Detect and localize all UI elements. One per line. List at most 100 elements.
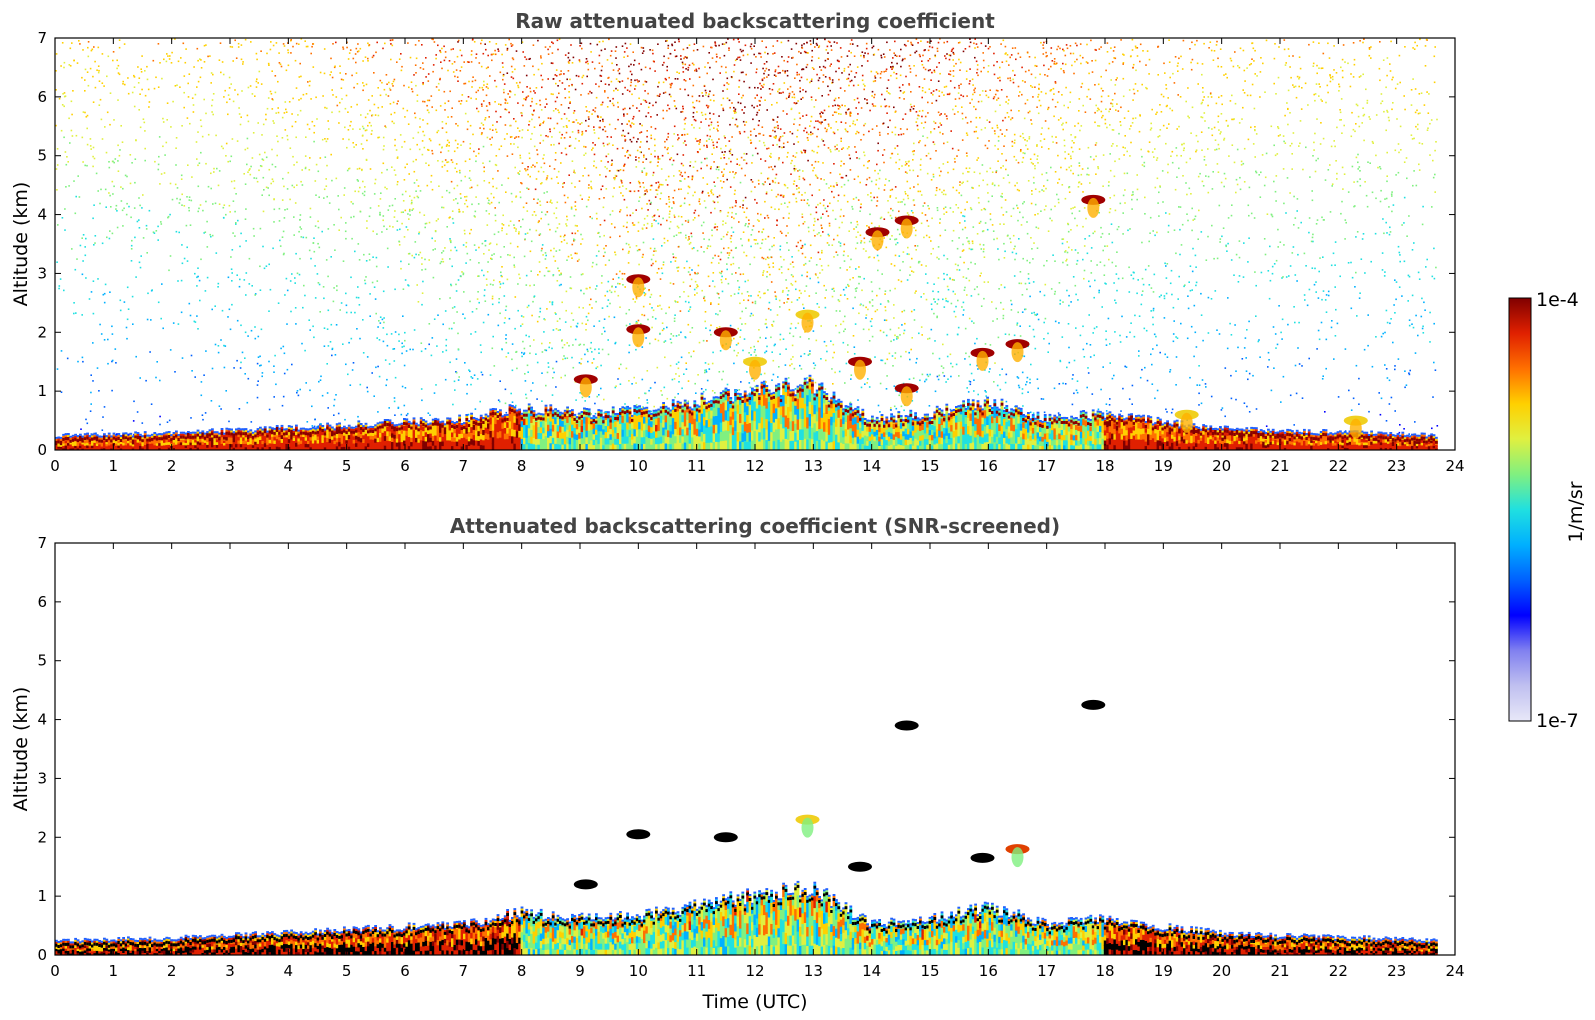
backscatter-cell <box>110 445 113 449</box>
noise-speckle <box>435 220 438 222</box>
noise-speckle <box>294 277 296 279</box>
backscatter-cell <box>213 438 217 443</box>
noise-speckle <box>624 403 626 405</box>
backscatter-cell <box>74 447 77 450</box>
layer-top-cell <box>278 431 281 435</box>
noise-speckle <box>597 137 600 140</box>
noise-speckle <box>625 324 628 327</box>
noise-speckle <box>111 389 113 392</box>
backscatter-cell <box>268 435 272 440</box>
backscatter-cell <box>595 439 598 446</box>
noise-speckle <box>492 335 494 338</box>
noise-speckle <box>250 421 253 423</box>
noise-speckle <box>250 41 252 43</box>
noise-speckle <box>305 136 307 138</box>
noise-speckle <box>345 292 347 295</box>
layer-top-cell <box>266 434 269 438</box>
layer-top-cell <box>201 434 205 438</box>
backscatter-cell <box>415 437 418 443</box>
noise-speckle <box>218 405 221 407</box>
noise-speckle <box>373 193 376 195</box>
noise-speckle <box>565 309 567 312</box>
noise-speckle <box>616 169 619 172</box>
noise-speckle <box>357 190 360 193</box>
backscatter-cell <box>249 446 253 450</box>
noise-speckle <box>108 161 110 163</box>
layer-rim-cell <box>539 413 543 416</box>
noise-speckle <box>635 245 638 247</box>
backscatter-cell <box>623 422 627 431</box>
backscatter-cell <box>328 438 332 443</box>
layer-rim-cell <box>129 432 133 435</box>
noise-speckle <box>211 367 214 370</box>
backscatter-cell <box>417 446 421 450</box>
noise-speckle <box>542 254 544 256</box>
noise-speckle <box>504 98 507 101</box>
noise-speckle <box>398 240 400 243</box>
layer-top-cell <box>482 421 485 424</box>
noise-speckle <box>562 358 564 361</box>
noise-speckle <box>512 58 515 61</box>
noise-speckle <box>116 67 118 70</box>
noise-speckle <box>522 340 524 343</box>
noise-speckle <box>601 185 604 187</box>
noise-speckle <box>478 62 481 64</box>
noise-speckle <box>521 129 524 131</box>
layer-top-cell <box>494 412 497 416</box>
backscatter-cell <box>439 432 442 438</box>
noise-speckle <box>316 425 318 428</box>
noise-speckle <box>294 202 297 204</box>
noise-speckle <box>393 216 396 218</box>
noise-speckle <box>250 165 252 168</box>
noise-speckle <box>639 132 641 134</box>
noise-speckle <box>277 107 279 109</box>
noise-speckle <box>270 93 273 95</box>
noise-speckle <box>296 390 299 392</box>
noise-speckle <box>86 164 88 167</box>
noise-speckle <box>400 260 402 263</box>
noise-speckle <box>266 107 269 110</box>
layer-top-cell <box>251 435 255 439</box>
noise-speckle <box>544 213 547 216</box>
noise-speckle <box>576 252 578 255</box>
noise-speckle <box>532 164 534 166</box>
noise-speckle <box>530 270 532 272</box>
noise-speckle <box>558 80 561 82</box>
backscatter-cell <box>223 447 226 450</box>
backscatter-cell <box>136 434 140 438</box>
noise-speckle <box>238 408 241 410</box>
backscatter-cell <box>381 436 385 442</box>
noise-speckle <box>624 86 626 89</box>
backscatter-cell <box>350 442 353 448</box>
layer-top-cell <box>580 415 584 418</box>
noise-speckle <box>107 55 110 58</box>
noise-speckle <box>632 104 634 107</box>
noise-speckle <box>299 226 301 228</box>
layer-top-cell <box>575 420 579 424</box>
backscatter-cell <box>112 439 116 443</box>
noise-speckle <box>68 64 71 66</box>
noise-speckle <box>567 61 570 63</box>
noise-speckle <box>271 108 274 110</box>
backscatter-cell <box>573 427 577 434</box>
noise-speckle <box>118 46 121 49</box>
noise-speckle <box>636 249 639 252</box>
noise-speckle <box>494 207 496 209</box>
noise-speckle <box>289 147 292 149</box>
backscatter-cell <box>460 437 464 443</box>
noise-speckle <box>368 215 371 218</box>
backscatter-cell <box>93 439 97 443</box>
backscatter-cell <box>218 447 221 450</box>
noise-speckle <box>599 74 602 77</box>
noise-speckle <box>357 415 359 418</box>
noise-speckle <box>629 70 632 73</box>
layer-top-cell <box>223 436 226 440</box>
backscatter-cell <box>105 437 109 440</box>
backscatter-cell <box>235 436 238 441</box>
layer-rim-cell <box>607 411 610 414</box>
layer-rim-cell <box>465 414 469 416</box>
backscatter-cell <box>623 415 627 424</box>
noise-speckle <box>466 128 469 131</box>
layer-top-cell <box>446 421 449 425</box>
noise-speckle <box>418 232 420 235</box>
